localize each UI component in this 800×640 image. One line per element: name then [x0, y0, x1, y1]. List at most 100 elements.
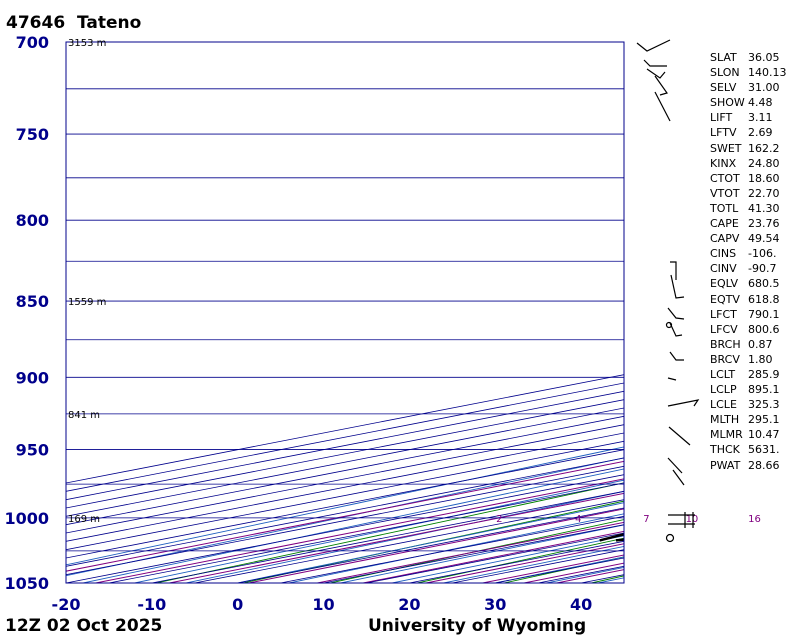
index-name: LFTV [710, 126, 737, 140]
dry-adiabat-line [243, 500, 624, 583]
index-row: CINV -90.7 [710, 261, 787, 276]
index-value: -106. [748, 247, 777, 261]
station-id: 47646 [6, 13, 66, 33]
pressure-tick-label: 750 [16, 125, 49, 144]
index-row: CAPE 23.76 [710, 216, 787, 231]
index-value: 36.05 [748, 51, 780, 64]
index-row: TOTL 41.30 [710, 201, 787, 216]
height-label: 1559 m [68, 297, 106, 308]
index-name: LFCV [710, 322, 738, 336]
index-name: THCK [710, 443, 740, 457]
index-value: 1.80 [748, 352, 773, 366]
height-label: 3153 m [68, 38, 106, 49]
pressure-tick-label: 1000 [4, 509, 49, 528]
height-label: 841 m [68, 410, 100, 421]
index-row: SHOW 4.48 [710, 95, 787, 110]
isotherm-line [66, 415, 624, 526]
mixing-ratio-label: 4 [575, 514, 581, 525]
index-value: 5631. [748, 443, 780, 457]
index-row: SLAT 36.05 [710, 50, 787, 65]
index-row: LFTV 2.69 [710, 125, 787, 140]
index-value: 295.1 [748, 413, 780, 427]
index-row: LIFT 3.11 [710, 110, 787, 125]
index-value: 31.00 [748, 81, 780, 95]
index-row: LFCV 800.6 [710, 322, 787, 337]
index-value: 790.1 [748, 307, 780, 321]
index-name: VTOT [710, 186, 740, 200]
temperature-tick-label: -20 [52, 595, 81, 614]
index-value: 285.9 [748, 367, 780, 381]
moist-adiabat-line [83, 468, 624, 583]
index-name: CAPE [710, 217, 739, 231]
index-row: LFCT 790.1 [710, 307, 787, 322]
index-value: 140.13 [748, 66, 787, 80]
footer-source: University of Wyoming [368, 616, 587, 636]
mixing-ratio-label: 16 [748, 514, 761, 525]
index-row: BRCV 1.80 [710, 352, 787, 367]
index-row: EQTV 618.8 [710, 292, 787, 307]
index-name: SWET [710, 141, 742, 155]
pressure-tick-label: 800 [16, 211, 49, 230]
index-name: SELV [710, 81, 737, 95]
index-value: 28.66 [748, 458, 780, 472]
index-row: VTOT 22.70 [710, 186, 787, 201]
index-value: 22.70 [748, 186, 780, 200]
index-value: 23.76 [748, 217, 780, 231]
index-value: 10.47 [748, 428, 780, 442]
temperature-tick-label: 0 [232, 595, 243, 614]
index-value: 49.54 [748, 232, 780, 246]
index-value: 680.5 [748, 277, 780, 291]
index-row: PWAT 28.66 [710, 458, 787, 473]
index-row: LCLP 895.1 [710, 382, 787, 397]
index-name: CAPV [710, 232, 740, 246]
index-value: 895.1 [748, 383, 780, 397]
isotherm-line [66, 440, 624, 551]
isotherm-line [66, 432, 624, 542]
index-row: CAPV 49.54 [710, 231, 787, 246]
index-name: PWAT [710, 458, 741, 472]
index-value: -90.7 [748, 262, 777, 276]
isotherm-line [66, 399, 624, 509]
index-value: 2.69 [748, 126, 773, 140]
moist-adiabat-line [134, 479, 624, 583]
index-name: MLTH [710, 413, 740, 427]
index-row: SELV 31.00 [710, 80, 787, 95]
index-value: 18.60 [748, 171, 780, 185]
pressure-tick-label: 950 [16, 440, 49, 459]
index-row: MLTH 295.1 [710, 412, 787, 427]
mixing-ratio-label: 10 [686, 514, 699, 525]
index-name: LCLT [710, 367, 736, 381]
index-row: SWET 162.2 [710, 141, 787, 156]
isotherm-line [66, 474, 624, 583]
mixing-ratio-line [66, 460, 624, 572]
isotherm-line [66, 390, 624, 501]
station-title: 47646 Tateno [6, 13, 141, 33]
isotherm-line [66, 424, 624, 534]
index-name: LCLE [710, 398, 737, 412]
index-row: CTOT 18.60 [710, 171, 787, 186]
index-name: LCLP [710, 383, 737, 397]
index-name: EQLV [710, 277, 739, 291]
temperature-tick-label: 10 [312, 595, 334, 614]
index-row: MLMR 10.47 [710, 427, 787, 442]
index-value: 800.6 [748, 322, 780, 336]
index-row: THCK 5631. [710, 442, 787, 457]
index-name: LIFT [710, 111, 733, 125]
plot-frame [65, 41, 625, 584]
index-name: KINX [710, 156, 737, 170]
index-name: SLON [710, 66, 740, 80]
index-row: LCLT 285.9 [710, 367, 787, 382]
index-value: 24.80 [748, 156, 780, 170]
dry-adiabats [156, 482, 624, 583]
index-value: 618.8 [748, 292, 780, 306]
index-row: BRCH 0.87 [710, 337, 787, 352]
pressure-tick-label: 850 [16, 292, 49, 311]
index-value: 4.48 [748, 96, 773, 110]
index-row: CINS -106. [710, 246, 787, 261]
index-name: SHOW [710, 96, 745, 110]
isotherm-line [151, 490, 624, 583]
index-name: CINS [710, 247, 737, 261]
index-name: SLAT [710, 51, 737, 64]
temperature-tick-label: 30 [484, 595, 506, 614]
